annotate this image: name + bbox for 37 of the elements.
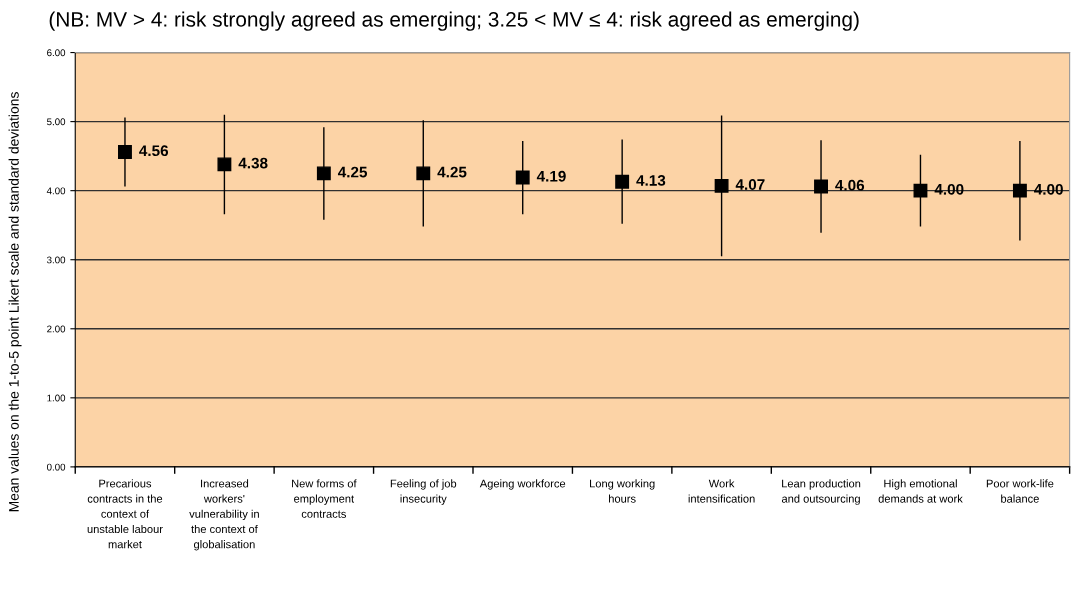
x-tick-label: Increased workers' vulnerability in the context of globalisation [189,479,259,551]
x-tick-label: Precarious contracts in the context of unstable labour market [87,479,163,549]
data-label: 4.13 [636,174,666,186]
y-tick-label: 5.00 [47,118,66,126]
y-tick-label: 4.00 [46,187,66,195]
chart-title: (NB: MV > 4: risk strongly agreed as emerging; 3.25 < MV ≤ 4: risk agreed as emerging) [49,11,859,31]
y-tick-label: 6.00 [47,49,66,57]
data-label: 4.25 [337,166,368,178]
point [814,179,828,194]
x-tick-label: High emotional demands at work [878,479,963,503]
point [217,157,232,172]
y-tick-label: 2.00 [47,325,66,333]
point [416,166,431,181]
y-tick-label: 1.00 [47,394,66,402]
point [913,183,928,198]
point [118,145,132,159]
y-tick-label: 3.00 [46,256,66,264]
x-tick-label: Ageing workforce [479,479,566,490]
x-tick-label: Poor work-life balance [986,479,1054,503]
data-label: 4.06 [835,179,865,191]
x-tick-label: Lean production and outsourcing [781,479,861,505]
point [316,166,331,181]
y-tick-label: 0.00 [46,463,66,471]
x-tick-label: Long working hours [590,479,655,503]
point [714,178,729,193]
point [1012,183,1027,198]
x-tick-label: New forms of employment contracts [292,479,357,518]
point [515,170,530,185]
data-label: 4.56 [139,145,169,157]
data-label: 4.19 [536,170,566,182]
data-label: 4.07 [735,179,765,190]
x-tick-label: Feeling of job insecurity [390,479,457,505]
x-tick-label: Work intensification [688,479,755,503]
data-label: 4.38 [238,157,268,169]
point [615,174,630,189]
data-label: 4.25 [437,166,467,178]
y-axis-title: Mean values on the 1-to-5 point Likert scale and standard deviations [8,92,22,512]
